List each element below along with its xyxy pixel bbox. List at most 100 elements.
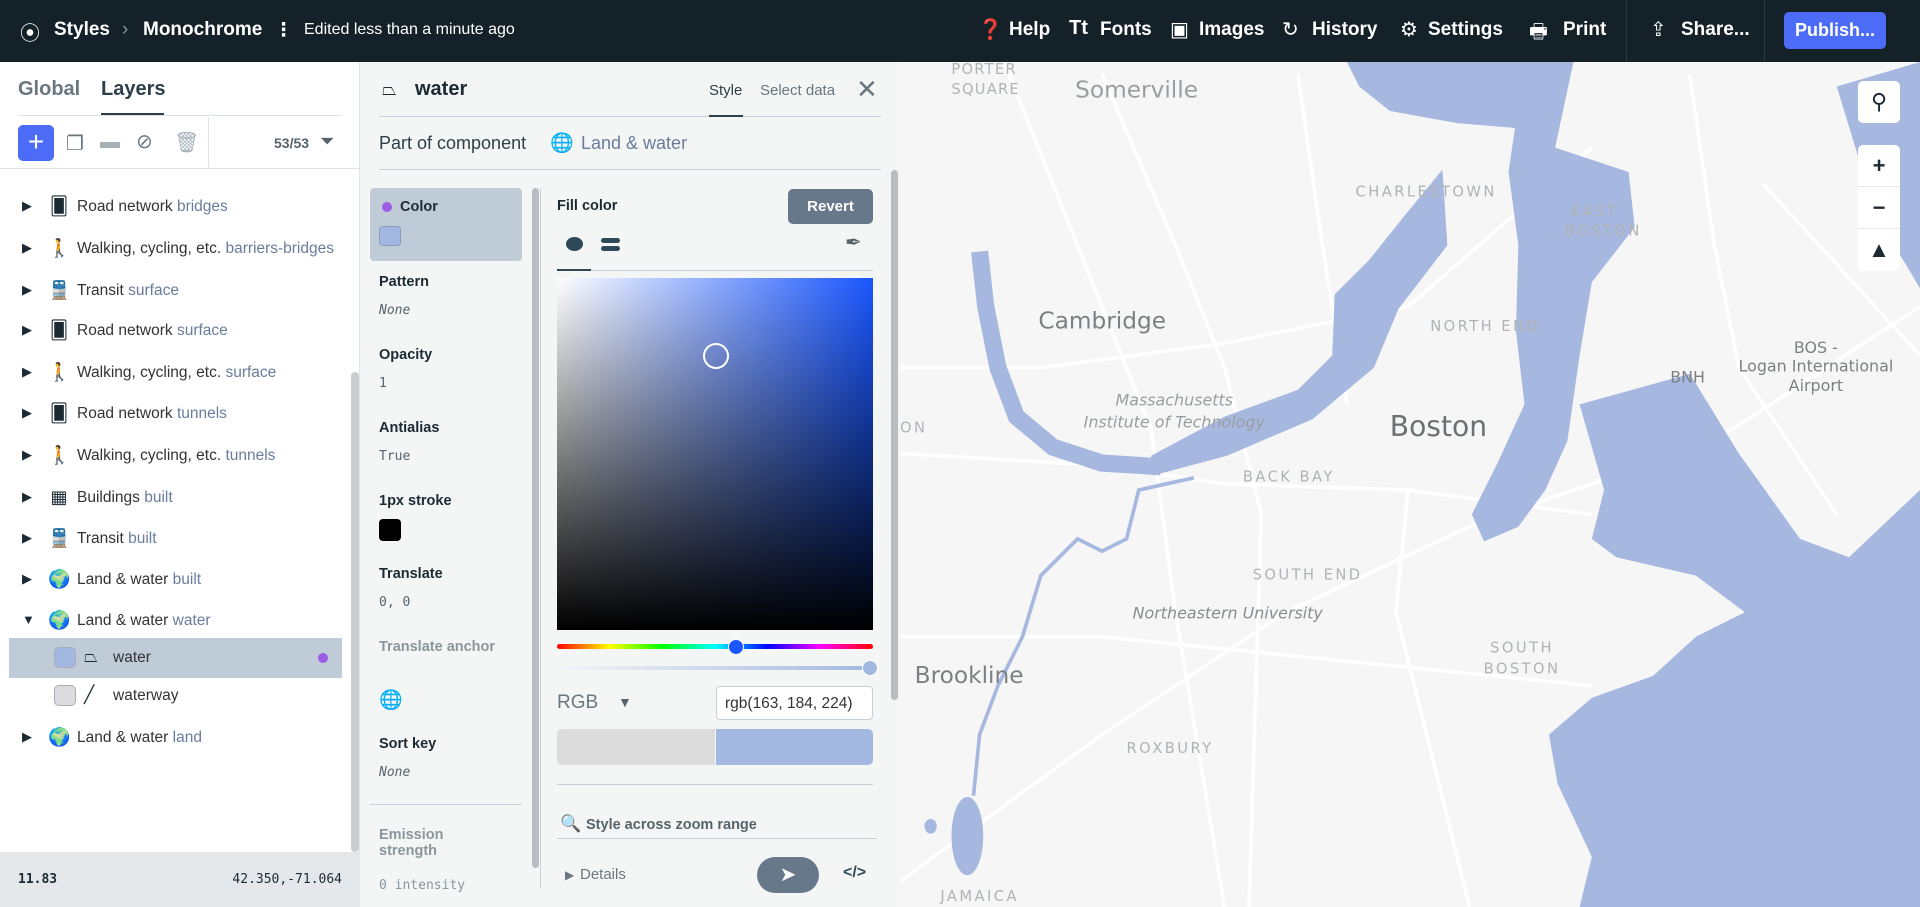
layers-scrollbar[interactable] — [351, 372, 359, 852]
color-swatch[interactable] — [379, 226, 401, 246]
color-mode-select[interactable]: RGB — [557, 692, 599, 713]
filter-icon[interactable]: ⏷ — [320, 131, 335, 151]
images-button[interactable]: Images — [1199, 19, 1265, 40]
pattern-label[interactable]: Pattern — [379, 274, 429, 290]
caret-right-icon[interactable]: ▶ — [22, 571, 32, 586]
caret-right-icon[interactable]: ▶ — [22, 729, 32, 744]
tab-layers[interactable]: Layers — [101, 78, 166, 100]
map-canvas[interactable]: PORTER SQUARE Somerville CHARLESTOWN EAS… — [900, 62, 1920, 907]
layer-row[interactable]: ⏢ water — [9, 638, 342, 678]
zoom-out-button[interactable]: − — [1858, 187, 1900, 229]
expression-tab-icon[interactable] — [601, 238, 620, 243]
share-button[interactable]: Share... — [1681, 19, 1750, 40]
layer-group-row[interactable]: ▶ ▦ Buildings built — [0, 478, 345, 518]
emission-label[interactable]: Emission strength — [379, 827, 444, 859]
alpha-slider-handle[interactable] — [862, 660, 878, 676]
settings-button[interactable]: Settings — [1428, 19, 1503, 40]
caret-right-icon[interactable]: ▶ — [22, 405, 32, 420]
style-across-zoom-range-button[interactable]: Style across zoom range — [586, 817, 757, 833]
map-search-button[interactable]: ⚲ — [1858, 81, 1900, 123]
revert-button[interactable]: Revert — [788, 189, 873, 224]
chevron-down-icon[interactable]: ▼ — [618, 694, 632, 710]
caret-right-icon[interactable]: ▶ — [22, 240, 32, 255]
stroke-label[interactable]: 1px stroke — [379, 493, 452, 509]
layer-group-row[interactable]: ▶ 🚆 Transit surface — [0, 271, 345, 311]
alpha-slider[interactable] — [557, 666, 873, 670]
caret-right-icon[interactable]: ▶ — [22, 530, 32, 545]
layer-group-row[interactable]: ▶ 🂠 Road network bridges — [0, 187, 345, 227]
share-icon[interactable]: ⇪ — [1650, 19, 1667, 41]
print-icon[interactable]: 🖶 — [1529, 21, 1548, 43]
details-caret-icon[interactable]: ▶ — [565, 868, 575, 882]
fonts-icon[interactable]: Tt — [1069, 17, 1088, 39]
hide-icon[interactable]: ⊘ — [136, 131, 153, 153]
tab-style[interactable]: Style — [709, 82, 743, 99]
fonts-button[interactable]: Fonts — [1100, 19, 1152, 40]
color-value-input[interactable]: rgb(163, 184, 224) — [716, 686, 873, 720]
antialias-label[interactable]: Antialias — [379, 420, 440, 436]
mapbox-logo-icon[interactable]: ⦿ — [20, 23, 40, 45]
images-icon[interactable]: ▣ — [1170, 19, 1189, 41]
properties-scrollbar[interactable] — [532, 188, 539, 868]
more-options-icon[interactable]: ⋮ — [274, 20, 293, 41]
property-color[interactable] — [370, 188, 522, 261]
folder-icon[interactable]: ▬ — [100, 131, 120, 153]
duplicate-icon[interactable]: ❐ — [66, 133, 84, 155]
caret-down-icon[interactable]: ▼ — [22, 612, 35, 627]
style-panel-scrollbar[interactable] — [891, 170, 898, 700]
tab-select-data[interactable]: Select data — [760, 82, 836, 99]
stroke-swatch[interactable] — [379, 519, 401, 541]
layer-group-row[interactable]: ▼ 🌍 Land & water water — [0, 601, 345, 641]
history-icon[interactable]: ↻ — [1282, 19, 1299, 41]
cursor-button[interactable]: ➤ — [757, 857, 819, 893]
layer-color-swatch[interactable] — [54, 647, 76, 668]
saturation-picker[interactable] — [557, 278, 873, 630]
hue-slider-handle[interactable] — [728, 639, 744, 655]
history-button[interactable]: History — [1312, 19, 1378, 40]
eyedropper-icon[interactable]: ✒ — [845, 232, 862, 254]
opacity-label[interactable]: Opacity — [379, 347, 433, 363]
caret-right-icon[interactable]: ▶ — [22, 364, 32, 379]
help-button[interactable]: Help — [1009, 19, 1051, 40]
sort-key-label[interactable]: Sort key — [379, 736, 437, 752]
solid-color-tab-icon[interactable] — [566, 237, 583, 251]
picker-handle[interactable] — [703, 343, 729, 369]
print-button[interactable]: Print — [1563, 19, 1607, 40]
layer-group-row[interactable]: ▶ 🌍 Land & water land — [0, 718, 345, 758]
compass-button[interactable]: ▲ — [1858, 229, 1900, 271]
layer-group-row[interactable]: ▶ 🚶 Walking, cycling, etc. tunnels — [0, 436, 345, 476]
close-icon[interactable]: ✕ — [856, 74, 878, 104]
layer-group-row[interactable]: ▶ 🚶 Walking, cycling, etc. barriers-bridge… — [0, 229, 345, 269]
caret-right-icon[interactable]: ▶ — [22, 489, 32, 504]
layer-group-row[interactable]: ▶ 🂠 Road network tunnels — [0, 394, 345, 434]
layer-group-row[interactable]: ▶ 🌍 Land & water built — [0, 560, 345, 600]
translate-label[interactable]: Translate — [379, 566, 443, 582]
help-icon[interactable]: ❓ — [978, 19, 1003, 41]
layer-group-row[interactable]: ▶ 🂠 Road network surface — [0, 311, 345, 351]
zoom-in-button[interactable]: + — [1858, 145, 1900, 187]
settings-icon[interactable]: ⚙ — [1400, 19, 1418, 41]
caret-right-icon[interactable]: ▶ — [22, 322, 32, 337]
component-link[interactable]: Land & water — [581, 133, 688, 153]
layer-color-swatch[interactable] — [54, 685, 76, 706]
caret-right-icon[interactable]: ▶ — [22, 198, 32, 213]
add-layer-button[interactable]: + — [18, 125, 54, 161]
caret-right-icon[interactable]: ▶ — [22, 447, 32, 462]
styles-link[interactable]: Styles — [54, 19, 110, 40]
layer-row[interactable]: ╱ waterway — [9, 676, 342, 716]
map-svg[interactable]: PORTER SQUARE Somerville CHARLESTOWN EAS… — [900, 62, 1920, 907]
publish-button[interactable]: Publish... — [1784, 12, 1886, 49]
caret-right-icon[interactable]: ▶ — [22, 282, 32, 297]
style-name[interactable]: Monochrome — [143, 19, 263, 40]
details-toggle[interactable]: Details — [580, 866, 626, 883]
code-icon[interactable]: </> — [843, 864, 867, 881]
zoom-range-icon[interactable]: 🔍 — [560, 814, 582, 833]
translate-anchor-label[interactable]: Translate anchor — [379, 639, 496, 655]
delete-icon[interactable]: 🗑 — [174, 132, 200, 154]
layer-group-row[interactable]: ▶ 🚶 Walking, cycling, etc. surface — [0, 353, 345, 393]
hue-slider[interactable] — [557, 644, 873, 649]
previous-color-preview[interactable] — [557, 729, 715, 765]
map-label: Cambridge — [1038, 308, 1166, 335]
layer-group-row[interactable]: ▶ 🚆 Transit built — [0, 519, 345, 559]
tab-global[interactable]: Global — [18, 78, 81, 100]
